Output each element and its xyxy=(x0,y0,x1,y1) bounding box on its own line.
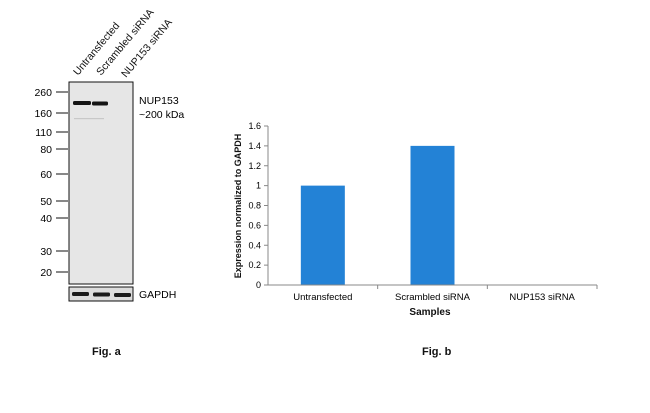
y-tick-label: 1.6 xyxy=(248,121,261,131)
fig-a-caption: Fig. a xyxy=(92,346,121,358)
mw-marker-label: 40 xyxy=(40,213,52,225)
mw-ladder: 260 160 110 80 60 50 40 30 20 xyxy=(34,87,68,279)
mw-marker-label: 80 xyxy=(40,144,52,156)
bar-chart: Expression normalized to GAPDH 0 0.2 0.4 0.… xyxy=(233,121,598,318)
bar xyxy=(410,145,455,285)
y-tick-label: 1 xyxy=(256,181,261,191)
bar xyxy=(300,185,345,285)
band-label-name: NUP153 xyxy=(139,95,179,107)
y-tick-label: 1.2 xyxy=(248,161,261,171)
y-tick-label: 1.4 xyxy=(248,141,261,151)
x-tick-label: Scrambled siRNA xyxy=(395,292,471,303)
x-tick-label: Untransfected xyxy=(293,292,352,303)
mw-marker-label: 110 xyxy=(35,127,52,139)
y-tick-label: 0 xyxy=(256,280,261,290)
x-tick-label: NUP153 siRNA xyxy=(509,292,575,303)
y-tick-label: 0.8 xyxy=(248,201,261,211)
x-axis-title: Samples xyxy=(409,307,451,318)
faint-band xyxy=(74,118,104,120)
gapdh-label: GAPDH xyxy=(139,289,176,301)
band-untransfected xyxy=(73,101,91,105)
x-axis-labels: Untransfected Scrambled siRNA NUP153 siRNA xyxy=(293,285,598,303)
western-blot-figure: Untransfected Scrambled siRNA NUP153 siR… xyxy=(34,7,184,302)
y-tick-label: 0.4 xyxy=(248,240,261,250)
band-label-size: ~200 kDa xyxy=(139,109,184,121)
bars xyxy=(300,145,455,285)
y-axis-title: Expression normalized to GAPDH xyxy=(233,134,243,279)
gapdh-band xyxy=(72,292,89,296)
mw-marker-label: 160 xyxy=(34,108,52,120)
y-axis: 0 0.2 0.4 0.6 0.8 1 1.2 1.4 1.6 xyxy=(248,121,268,290)
mw-marker-label: 50 xyxy=(40,196,52,208)
mw-marker-label: 30 xyxy=(40,246,52,258)
fig-b-caption: Fig. b xyxy=(422,346,452,358)
mw-marker-label: 260 xyxy=(34,87,52,99)
band-scrambled xyxy=(92,101,108,106)
mw-marker-label: 60 xyxy=(40,169,52,181)
y-tick-label: 0.6 xyxy=(248,220,261,230)
y-tick-label: 0.2 xyxy=(248,260,261,270)
gapdh-band xyxy=(114,293,131,297)
blot-panel xyxy=(68,81,134,285)
mw-marker-label: 20 xyxy=(40,267,52,279)
gapdh-band xyxy=(93,292,110,297)
